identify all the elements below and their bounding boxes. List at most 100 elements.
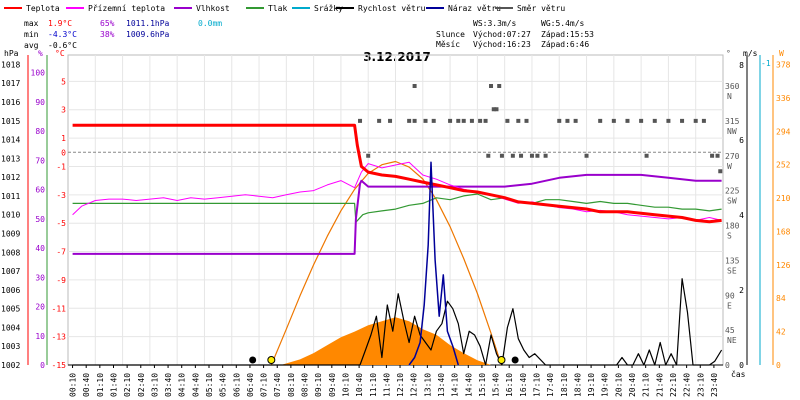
dir-tick-label: 360 xyxy=(725,82,740,91)
legend-label-rychlost-vetru: Rychlost větru xyxy=(358,4,426,13)
ms-tick-label: 8 xyxy=(739,61,744,70)
x-tick-label: 13:40 xyxy=(437,373,446,397)
x-tick-label: 16:40 xyxy=(519,373,528,397)
x-tick-label: 17:40 xyxy=(546,373,555,397)
sun-rise: Východ:07:27 xyxy=(473,30,531,39)
legend-label-smer-vetru: Směr větru xyxy=(517,4,565,13)
ms-tick-label: 6 xyxy=(739,136,744,145)
line-slunce xyxy=(270,160,502,366)
temp-tick-label: -11 xyxy=(52,304,67,313)
pct-tick-label: 60 xyxy=(35,186,45,195)
wind-dir-point xyxy=(478,118,483,123)
wind-dir-point xyxy=(718,169,723,174)
wind-dir-point xyxy=(715,153,720,158)
x-tick-label: 10:10 xyxy=(341,373,350,397)
pct-tick-label: 0 xyxy=(40,361,45,370)
wind-dir-point xyxy=(491,107,496,112)
dir-tick-compass: E xyxy=(727,301,732,310)
moonrise-marker xyxy=(511,356,519,364)
dir-tick-label: 45 xyxy=(725,326,735,335)
x-tick-label: 04:40 xyxy=(191,373,200,397)
x-tick-label: 20:40 xyxy=(628,373,637,397)
wind-dir-point xyxy=(407,118,412,123)
hpa-tick-label: 1018 xyxy=(1,60,20,69)
line-naraz-vetru xyxy=(408,161,460,366)
pct-tick-label: 40 xyxy=(35,244,45,253)
x-tick-label: 09:10 xyxy=(314,373,323,397)
wind-dir-point xyxy=(680,118,685,123)
x-tick-label: 15:40 xyxy=(492,373,501,397)
ms-tick-label: 4 xyxy=(739,211,744,220)
x-tick-label: 23:10 xyxy=(696,373,705,397)
dir-axis-title: ° xyxy=(726,49,731,58)
hpa-tick-label: 1013 xyxy=(1,154,20,163)
moonset-marker xyxy=(249,356,257,364)
hpa-tick-label: 1012 xyxy=(1,173,20,182)
dir-tick-compass: N xyxy=(727,92,732,101)
sun-tick-label: 336 xyxy=(776,94,791,103)
pct-tick-label: 20 xyxy=(35,303,45,312)
series-smer-vetru xyxy=(358,84,723,174)
x-tick-label: 06:10 xyxy=(232,373,241,397)
x-tick-label: 01:10 xyxy=(96,373,105,397)
sun-tick-label: 84 xyxy=(776,294,786,303)
x-tick-label: 03:40 xyxy=(164,373,173,397)
stats-min-temp: -4.3°C xyxy=(48,30,77,39)
temp-tick-label: -1 xyxy=(56,162,66,171)
ms-tick-label: 0 xyxy=(739,361,744,370)
temp-axis-title: °C xyxy=(55,49,65,58)
stats-panel: max 1.9°C 65% 1011.1hPa 0.0mm min -4.3°C… xyxy=(24,19,222,50)
wind-dir-point xyxy=(483,118,488,123)
wind-gust-info: WG:5.4m/s xyxy=(541,19,585,28)
wind-dir-point xyxy=(565,118,570,123)
stats-max-temp: 1.9°C xyxy=(48,19,72,28)
legend-label-srazky: Srážky xyxy=(314,4,343,13)
x-tick-label: 01:40 xyxy=(109,373,118,397)
x-axis-title: čas xyxy=(731,369,746,379)
chart-title: 3.12.2017 xyxy=(363,50,431,64)
wind-dir-point xyxy=(412,84,417,88)
wind-dir-point xyxy=(486,153,491,158)
hpa-tick-label: 1005 xyxy=(1,305,20,314)
x-tick-label: 06:40 xyxy=(246,373,255,397)
x-tick-label: 02:40 xyxy=(137,373,146,397)
x-tick-label: 07:40 xyxy=(273,373,282,397)
hpa-tick-label: 1002 xyxy=(1,361,20,370)
wind-dir-point xyxy=(366,153,371,158)
hpa-tick-label: 1011 xyxy=(1,192,20,201)
legend-label-teplota: Teplota xyxy=(26,4,60,13)
x-tick-label: 22:10 xyxy=(669,373,678,397)
x-tick-label: 03:10 xyxy=(150,373,159,397)
x-tick-label: 12:40 xyxy=(410,373,419,397)
series-naraz-vetru xyxy=(408,161,460,366)
wind-dir-point xyxy=(573,118,578,123)
sun-tick-label: 126 xyxy=(776,261,791,270)
rain-axis-title: -1 xyxy=(761,59,771,68)
wind-dir-point xyxy=(358,118,363,123)
dir-tick-compass: NE xyxy=(727,336,737,345)
wind-dir-point xyxy=(469,118,474,123)
x-tick-label: 22:40 xyxy=(683,373,692,397)
wind-dir-point xyxy=(557,118,562,123)
x-tick-label: 08:40 xyxy=(301,373,310,397)
sunset-marker xyxy=(497,356,506,364)
sun-tick-label: 378 xyxy=(776,61,791,70)
wind-dir-point xyxy=(666,118,671,123)
wind-dir-point xyxy=(598,118,603,123)
wind-dir-point xyxy=(639,118,644,123)
temp-tick-label: 0 xyxy=(61,148,66,157)
x-tick-label: 11:10 xyxy=(369,373,378,397)
x-tick-label: 21:10 xyxy=(642,373,651,397)
wind-dir-point xyxy=(625,118,630,123)
x-tick-label: 19:40 xyxy=(601,373,610,397)
pct-tick-label: 70 xyxy=(35,156,45,165)
series-teplota xyxy=(72,123,722,224)
dir-tick-compass: SE xyxy=(727,266,737,275)
moon-label: Měsíc xyxy=(436,40,460,49)
moon-rise: Východ:16:23 xyxy=(473,40,531,49)
dir-tick-label: 270 xyxy=(725,152,740,161)
wind-dir-point xyxy=(497,84,502,88)
series-vlhkost xyxy=(72,173,722,255)
wind-dir-point xyxy=(644,153,649,158)
hpa-tick-label: 1003 xyxy=(1,342,20,351)
